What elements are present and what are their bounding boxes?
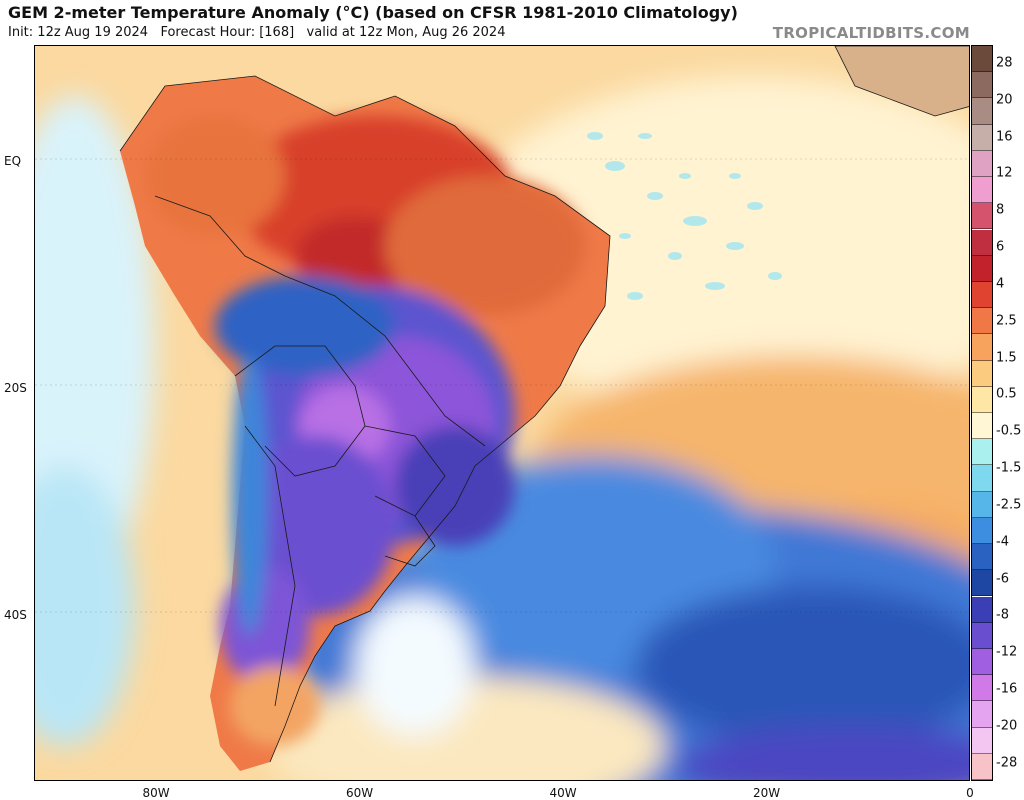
colorbar-segment (972, 386, 992, 413)
graticule (35, 158, 969, 613)
colorbar-segment (972, 727, 992, 754)
colorbar-tick-label: -4 (996, 534, 1009, 550)
colorbar-segment (972, 596, 992, 623)
colorbar-segment (972, 570, 992, 597)
colorbar-segment (972, 413, 992, 440)
colorbar-segment (972, 675, 992, 702)
map-canvas (35, 46, 969, 780)
colorbar-segment (972, 124, 992, 151)
colorbar-segment (972, 177, 992, 204)
anomaly-map[interactable] (34, 45, 970, 781)
colorbar-tick-label: -6 (996, 571, 1009, 587)
longitude-label: 20W (752, 786, 781, 800)
country-borders (119, 75, 611, 763)
colorbar-tick-label: -8 (996, 607, 1009, 623)
colorbar-segment (972, 517, 992, 545)
colorbar-tick-label: -16 (996, 681, 1018, 697)
colorbar-tick-label: 2.5 (996, 313, 1017, 329)
colorbar-segment (972, 281, 992, 309)
colorbar-segment (972, 229, 992, 256)
tropical-speckles (587, 132, 782, 300)
latitude-label: 40S (4, 608, 27, 623)
colorbar-tick-label: 28 (996, 55, 1013, 71)
longitude-label: 80W (142, 786, 170, 800)
colorbar-segment (972, 255, 992, 282)
land-anomaly-layer (145, 116, 585, 746)
colorbar-tick-label: 16 (996, 129, 1013, 145)
colorbar-tick-label: 0.5 (996, 386, 1017, 402)
colorbar-segment (972, 203, 992, 230)
colorbar-segment (972, 701, 992, 728)
colorbar (971, 45, 993, 781)
colorbar-segment (972, 622, 992, 649)
chart-title: GEM 2-meter Temperature Anomaly (°C) (ba… (8, 3, 738, 22)
colorbar-segment (972, 46, 992, 73)
colorbar-tick-label: 4 (996, 276, 1005, 292)
latitude-label: 20S (4, 381, 27, 395)
colorbar-tick-label: 12 (996, 165, 1013, 181)
colorbar-segment (972, 439, 992, 466)
colorbar-tick-label: 20 (996, 92, 1013, 108)
colorbar-segment (972, 491, 992, 518)
colorbar-segment (972, 465, 992, 492)
latitude-label: EQ (4, 153, 22, 168)
colorbar-segment (972, 753, 992, 780)
colorbar-segment (972, 648, 992, 676)
colorbar-tick-label: 6 (996, 239, 1005, 255)
colorbar-tick-label: -12 (996, 644, 1018, 660)
brand-watermark: TROPICALTIDBITS.COM (772, 24, 970, 42)
colorbar-segment (972, 334, 992, 361)
chart-subtitle: Init: 12z Aug 19 2024 Forecast Hour: [16… (8, 25, 506, 40)
longitude-label: 40W (549, 786, 577, 800)
colorbar-tick-label: -20 (996, 718, 1018, 734)
colorbar-segment (972, 150, 992, 178)
colorbar-tick-label: -0.5 (996, 423, 1022, 439)
coastline-africa (834, 46, 969, 117)
colorbar-segment (972, 544, 992, 571)
colorbar-tick-label: 8 (996, 202, 1005, 218)
colorbar-tick-label: 1.5 (996, 350, 1017, 366)
colorbar-tick-label: -2.5 (996, 497, 1022, 513)
longitude-label: 0 (966, 786, 974, 800)
longitude-label: 60W (345, 786, 374, 800)
colorbar-segment (972, 72, 992, 99)
colorbar-segment (972, 308, 992, 335)
colorbar-segment (972, 98, 992, 125)
colorbar-segment (972, 360, 992, 387)
colorbar-labels: 28 20 16 12 8 6 4 2.5 1.5 0.5 -0.5 -1.5 -2.5 -4 -6 -8 -1… (996, 45, 1024, 781)
colorbar-tick-label: -1.5 (996, 460, 1022, 476)
colorbar-tick-label: -28 (996, 755, 1018, 771)
